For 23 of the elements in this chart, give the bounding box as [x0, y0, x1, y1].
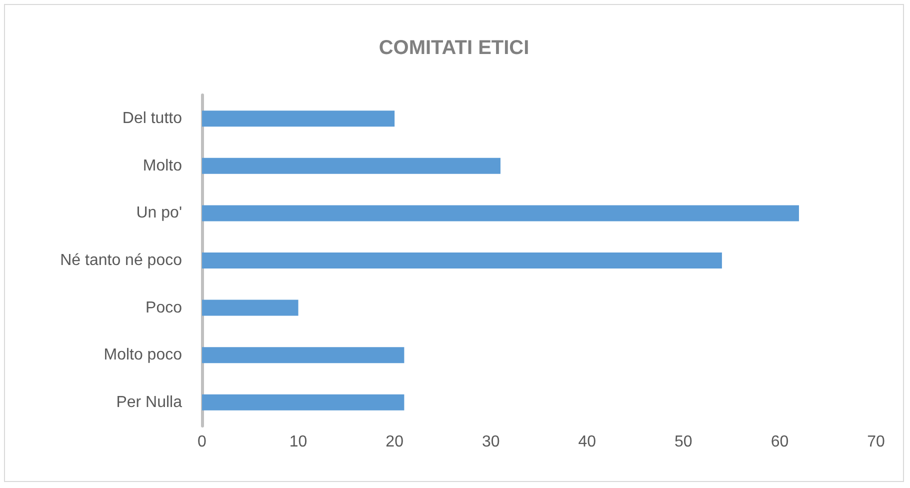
- y-tick-label: Poco: [146, 299, 182, 316]
- x-tick-label: 30: [482, 434, 500, 450]
- y-tick-label: Molto: [142, 157, 182, 174]
- y-tick-label: Un po': [136, 204, 182, 222]
- bar: [202, 300, 298, 316]
- y-tick-label: Molto poco: [104, 346, 182, 364]
- chart-title: COMITATI ETICI: [378, 37, 530, 59]
- x-tick-label: 20: [386, 434, 404, 450]
- bar: [202, 158, 500, 174]
- x-tick-label: 0: [198, 434, 207, 450]
- x-tick-label: 70: [867, 434, 885, 450]
- bar: [202, 252, 722, 268]
- y-tick-label: Per Nulla: [116, 394, 182, 411]
- x-tick-label: 40: [578, 434, 596, 450]
- bar: [202, 205, 799, 222]
- x-tick-label: 50: [674, 434, 692, 450]
- y-tick-label: Né tanto né poco: [60, 252, 182, 269]
- y-tick-label: Del tutto: [122, 110, 182, 128]
- x-tick-label: 60: [770, 434, 789, 450]
- bar: [202, 110, 395, 127]
- bar: [202, 394, 404, 410]
- x-tick-label: 10: [289, 434, 308, 450]
- bar: [202, 347, 404, 364]
